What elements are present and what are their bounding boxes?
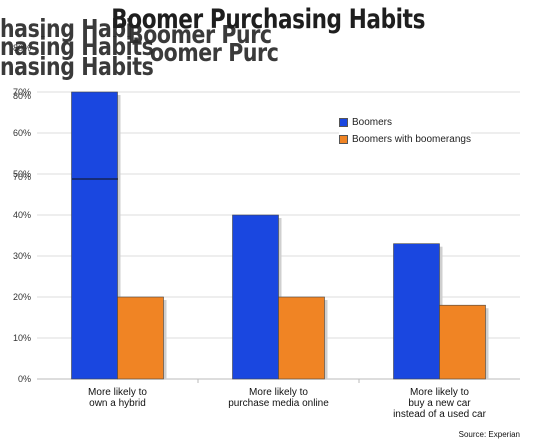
x-category-label-line: buy a new car bbox=[408, 398, 471, 409]
x-category-label-line: More likely to bbox=[88, 387, 147, 398]
ghost-title-fragment-4: oomer Purc bbox=[150, 38, 279, 67]
ghost-y-tick-label: 80% bbox=[13, 43, 31, 53]
bar-boomerangs-0 bbox=[117, 296, 164, 380]
y-tick-label-40: 40% bbox=[13, 210, 31, 220]
x-category-label-line: More likely to bbox=[249, 387, 308, 398]
ghost-y-tick-label: 80% bbox=[13, 91, 31, 101]
chart-legend: Boomers Boomers with boomerangs bbox=[339, 114, 471, 148]
y-tick-label-70: 70% bbox=[13, 87, 31, 97]
x-category-label-line: own a hybrid bbox=[89, 398, 146, 409]
x-category-label-line: More likely to bbox=[410, 387, 469, 398]
x-category-label-2: More likely to buy a new car instead of a … bbox=[370, 387, 510, 420]
y-tick-label-30: 30% bbox=[13, 251, 31, 261]
ghost-y-tick-label: 70% bbox=[13, 172, 31, 182]
y-tick-label-20: 20% bbox=[13, 292, 31, 302]
ghost-title-fragment-1: hasing Habi bbox=[0, 14, 133, 43]
source-note: Source: Experian bbox=[458, 430, 520, 439]
legend-item-boomerangs: Boomers with boomerangs bbox=[339, 131, 471, 148]
y-tick-label-60: 60% bbox=[13, 128, 31, 138]
x-category-label-1: More likely to purchase media online bbox=[209, 387, 349, 409]
legend-swatch-boomerangs bbox=[339, 135, 348, 144]
y-tick-label-0: 0% bbox=[18, 374, 31, 384]
legend-swatch-boomers bbox=[339, 118, 348, 127]
legend-item-boomers: Boomers bbox=[339, 114, 471, 131]
bar-boomerangs-1 bbox=[278, 296, 325, 380]
bar-boomers-1 bbox=[232, 214, 279, 380]
ghost-title-fragment-2: Boomer Purc bbox=[128, 20, 272, 49]
bar-boomers-0 bbox=[71, 91, 118, 380]
chart-title: Boomer Purchasing Habits bbox=[111, 4, 426, 35]
y-tick-label-10: 10% bbox=[13, 333, 31, 343]
legend-label-boomerangs: Boomers with boomerangs bbox=[352, 134, 471, 145]
x-category-label-line: instead of a used car bbox=[393, 409, 486, 420]
ghost-title-fragment-3: nasing Habits bbox=[0, 32, 154, 61]
legend-label-boomers: Boomers bbox=[352, 117, 393, 128]
x-category-label-0: More likely to own a hybrid bbox=[48, 387, 188, 409]
ghost-title-fragment-5: nasing Habits bbox=[0, 52, 154, 81]
bar-boomers-2 bbox=[393, 243, 440, 380]
x-category-label-line: purchase media online bbox=[228, 398, 329, 409]
y-tick-label-50: 50% bbox=[13, 169, 31, 179]
bar-boomerangs-2 bbox=[439, 304, 486, 380]
